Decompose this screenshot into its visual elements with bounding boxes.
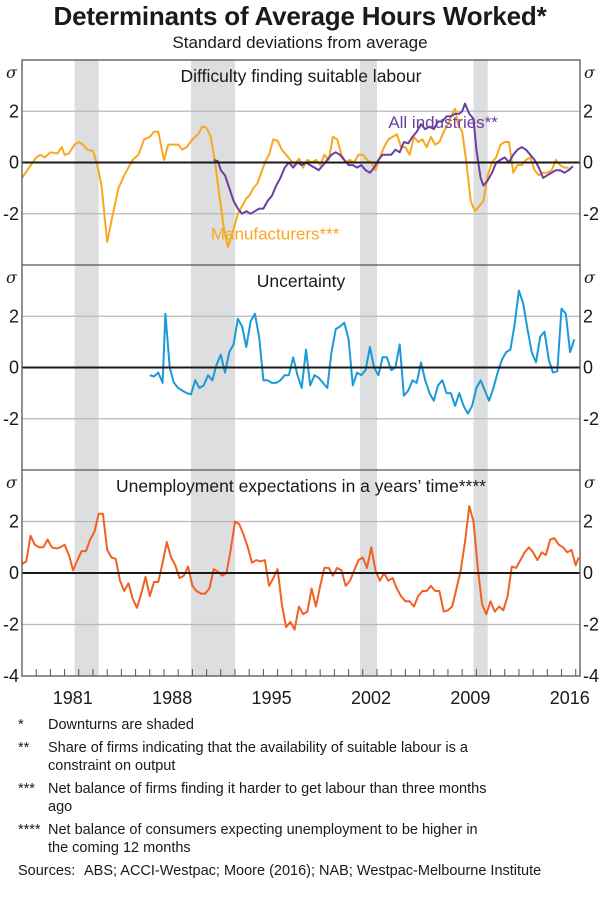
footnote-mark: **** [18, 822, 41, 838]
y-tick-label-right: -2 [583, 204, 599, 224]
footnote-text: Net balance of firms finding it harder t… [48, 781, 487, 815]
sigma-label-right: σ [584, 473, 596, 492]
chart-svg: 2 2 0 0 -2 -2 σ σ Manufacturers*** All industries… [3, 59, 599, 708]
y-tick-label-left: 0 [9, 358, 19, 378]
series-line-all-industries [213, 102, 574, 215]
footnote-mark: *** [18, 781, 35, 797]
plot-frame [21, 59, 581, 677]
sigma-label-left: σ [6, 268, 18, 287]
x-tick-label: 1981 [53, 688, 93, 708]
x-tick-label: 1995 [252, 688, 292, 708]
footnote-text: Net balance of consumers expecting unemp… [48, 822, 478, 856]
y-tick-label-right: 2 [583, 101, 593, 121]
series-line-uncertainty [149, 289, 576, 415]
y-tick-label-right: 0 [583, 563, 593, 583]
footnote-text: Downturns are shaded [48, 717, 194, 733]
y-tick-label-left: 2 [9, 306, 19, 326]
sources-label: Sources: [18, 863, 76, 879]
footnote-mark: ** [18, 740, 30, 756]
series-line-unemployment [21, 505, 580, 631]
footnote-mark: * [18, 717, 24, 733]
x-tick-label: 2009 [450, 688, 490, 708]
sigma-label-right: σ [584, 268, 596, 287]
panel-title: Uncertainty [257, 271, 346, 291]
y-tick-label-right: 0 [583, 358, 593, 378]
footnote-4: **** Net balance of consumers expecting … [0, 821, 600, 857]
sources-text: ABS; ACCI-Westpac; Moore (2016); NAB; We… [84, 863, 542, 879]
sigma-label-left: σ [6, 63, 18, 82]
y-tick-label-right: 2 [583, 306, 593, 326]
footnote-text: Share of firms indicating that the avail… [48, 740, 468, 774]
series-label-manufacturers: Manufacturers*** [211, 224, 340, 243]
x-tick-label: 2002 [351, 688, 391, 708]
y-tick-label-right: 0 [583, 153, 593, 173]
y-tick-label-left: -4 [3, 666, 19, 686]
y-tick-label-left: -2 [3, 409, 19, 429]
panel-title: Unemployment expectations in a years’ ti… [116, 476, 486, 496]
footnote-1: * Downturns are shaded [0, 716, 600, 734]
chart-subtitle: Standard deviations from average [172, 33, 428, 52]
y-tick-label-right: -2 [583, 615, 599, 635]
footnotes: * Downturns are shaded ** Share of firms… [0, 716, 600, 880]
y-tick-label-left: 0 [9, 153, 19, 173]
y-tick-label-left: -2 [3, 615, 19, 635]
x-tick-label: 2016 [550, 688, 590, 708]
y-tick-label-left: 0 [9, 563, 19, 583]
sources: Sources: ABS; ACCI-Westpac; Moore (2016)… [0, 862, 600, 880]
panel-title: Difficulty finding suitable labour [181, 66, 422, 86]
series-label-all-industries: All industries** [388, 113, 498, 132]
footnote-2: ** Share of firms indicating that the av… [0, 739, 600, 775]
x-tick-label: 1988 [152, 688, 192, 708]
y-tick-label-right: -4 [583, 666, 599, 686]
sigma-label-left: σ [6, 473, 18, 492]
sigma-label-right: σ [584, 63, 596, 82]
y-tick-label-left: -2 [3, 204, 19, 224]
footnote-3: *** Net balance of firms finding it hard… [0, 780, 600, 816]
y-tick-label-right: -2 [583, 409, 599, 429]
y-tick-label-left: 2 [9, 512, 19, 532]
chart-title: Determinants of Average Hours Worked* [53, 1, 547, 31]
y-tick-label-right: 2 [583, 512, 593, 532]
y-tick-label-left: 2 [9, 101, 19, 121]
